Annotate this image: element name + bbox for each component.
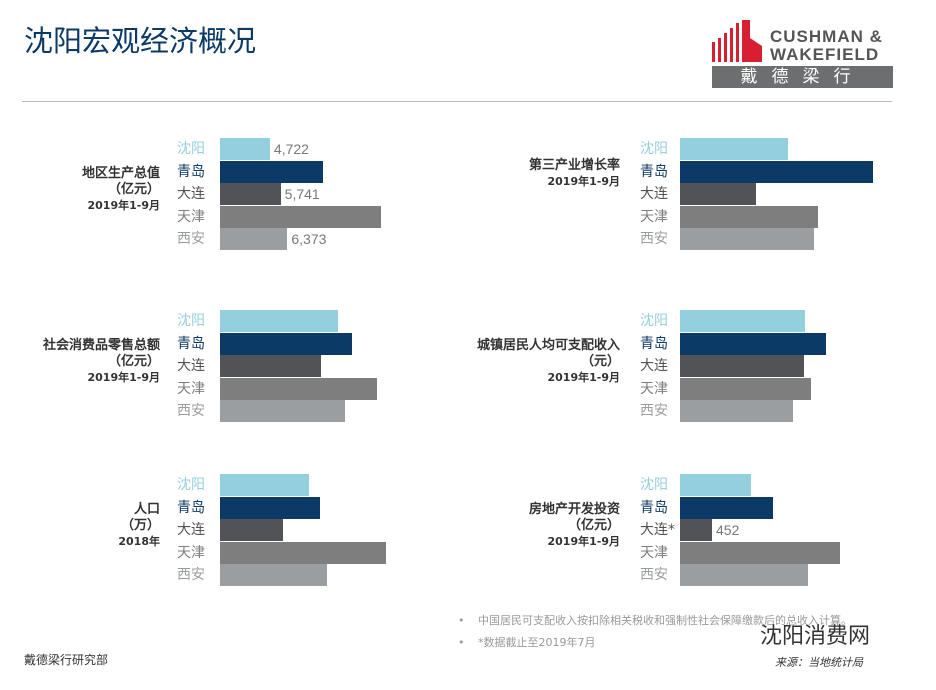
category-label: 天津: [640, 380, 668, 397]
category-label: 沈阳: [177, 477, 205, 493]
bar: [680, 138, 789, 160]
chart-title: 房地产开发投资 （亿元） 2019年1-9月: [390, 502, 620, 550]
category-label: 西安: [640, 403, 668, 419]
chart-unit: （亿元）: [107, 354, 160, 369]
category-label: 大连: [177, 186, 205, 202]
chart-period: 2019年1-9月: [87, 371, 161, 384]
category-label: 天津: [177, 544, 205, 561]
bar: [220, 228, 288, 250]
bar: [680, 332, 827, 355]
category-label: 西安: [177, 231, 205, 247]
bar: [220, 564, 327, 586]
chart-title: 社会消费品零售总额 （亿元） 2019年1-9月: [0, 338, 160, 386]
chart-title-text: 社会消费品零售总额: [42, 338, 160, 353]
category-label: 天津: [640, 544, 668, 561]
chart-period: 2019年1-9月: [547, 535, 621, 548]
bar: [680, 160, 873, 183]
category-label: 青岛: [177, 499, 205, 516]
category-label: 西安: [640, 567, 668, 583]
data-label: 4,722: [273, 141, 309, 157]
chart-title: 第三产业增长率 2019年1-9月: [390, 158, 620, 190]
footnote: • 中国居民可支配收入按扣除相关税收和强制性社会保障缴款后的总收入计算。: [458, 614, 852, 627]
category-label: 沈阳: [177, 141, 205, 157]
bar: [220, 205, 382, 228]
bar: [220, 138, 270, 160]
category-label: 西安: [177, 403, 205, 419]
bar: [220, 474, 309, 496]
cushman-wakefield-logo: [712, 20, 762, 62]
bar: [220, 183, 281, 205]
category-label: 大连: [640, 186, 668, 202]
chart-period: 2019年1-9月: [547, 371, 621, 384]
category-label: 西安: [640, 231, 668, 247]
divider: [22, 101, 892, 102]
bar: [220, 355, 322, 377]
bar: [680, 564, 809, 586]
bar: [220, 310, 338, 332]
chart-title-text: 第三产业增长率: [528, 158, 620, 173]
footnotes: • 中国居民可支配收入按扣除相关税收和强制性社会保障缴款后的总收入计算。 • *数据…: [458, 610, 852, 654]
chart-title: 城镇居民人均可支配收入 （元） 2019年1-9月: [390, 338, 620, 386]
chart-unit: （亿元）: [107, 182, 160, 197]
chart-title-text: 人口: [133, 502, 160, 517]
bar: [220, 541, 387, 564]
footer-department: 戴德梁行研究部: [24, 653, 109, 667]
category-label: 天津: [177, 208, 205, 225]
category-label: 青岛: [177, 335, 205, 352]
chart-title-text: 地区生产总值: [81, 166, 160, 181]
chart-title: 地区生产总值 （亿元） 2019年1-9月: [0, 166, 160, 214]
category-label: 大连: [177, 522, 205, 538]
bar: [220, 400, 346, 422]
bar: [680, 205, 818, 228]
chart-unit: （亿元）: [567, 518, 620, 533]
bar: [680, 474, 751, 496]
bar: [680, 377, 812, 400]
bar: [680, 228, 814, 250]
chart-title: 人口 （万） 2018年: [0, 502, 160, 550]
bar: [220, 160, 324, 183]
category-label: 沈阳: [640, 141, 668, 157]
data-label: 6,373: [291, 231, 327, 247]
bar: [680, 400, 794, 422]
chart-period: 2018年: [118, 535, 160, 548]
logo-chinese-name: 戴德梁行: [712, 66, 893, 88]
category-label: 天津: [640, 208, 668, 225]
category-label: 青岛: [640, 163, 668, 180]
bar: [680, 519, 712, 541]
bar: [220, 519, 284, 541]
category-label: 大连: [640, 358, 668, 374]
bar: [220, 377, 377, 400]
source-note: 来源：当地统计局: [775, 656, 863, 669]
bar: [680, 183, 757, 205]
category-label: 天津: [177, 380, 205, 397]
bar: [680, 355, 804, 377]
category-label: 沈阳: [640, 477, 668, 493]
chart-title-text: 城镇居民人均可支配收入: [476, 338, 620, 353]
bar: [220, 332, 353, 355]
chart-unit: （万）: [120, 518, 160, 533]
category-label: 青岛: [640, 335, 668, 352]
chart-unit: （元）: [580, 354, 620, 369]
bar: [680, 541, 841, 564]
category-label: 西安: [177, 567, 205, 583]
logo-text: CUSHMAN & WAKEFIELD: [770, 27, 883, 64]
bar: [220, 496, 320, 519]
category-label: 大连: [177, 358, 205, 374]
chart-period: 2019年1-9月: [547, 175, 621, 188]
bar: [680, 496, 774, 519]
category-label: 沈阳: [177, 313, 205, 329]
watermark: 沈阳消费网: [760, 624, 871, 649]
category-label: 青岛: [640, 499, 668, 516]
category-label: 大连*: [640, 522, 675, 538]
chart-title-text: 房地产开发投资: [528, 502, 620, 517]
data-label: 5,741: [284, 186, 320, 202]
page-title: 沈阳宏观经济概况: [24, 24, 257, 58]
chart-period: 2019年1-9月: [87, 199, 161, 212]
category-label: 沈阳: [640, 313, 668, 329]
data-label: 452: [716, 522, 740, 538]
footnote: • *数据截止至2019年7月: [458, 636, 596, 649]
bar: [680, 310, 805, 332]
category-label: 青岛: [177, 163, 205, 180]
